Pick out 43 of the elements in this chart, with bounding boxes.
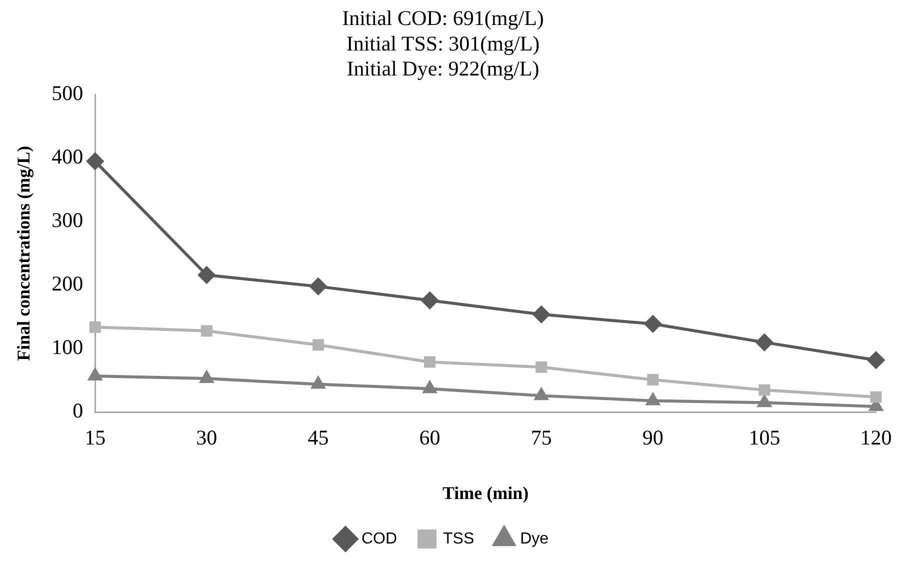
y-tick-label: 0: [72, 398, 84, 423]
y-axis-title: Final concentrations (mg/L): [13, 146, 34, 361]
point: [534, 388, 548, 400]
point: [89, 321, 101, 333]
x-tick-label: 90: [642, 425, 664, 450]
y-tick-label: 300: [52, 208, 84, 232]
point: [532, 306, 550, 323]
point: [423, 381, 436, 394]
point: [756, 334, 773, 351]
point: [536, 361, 548, 373]
y-tick-label: 200: [52, 272, 84, 296]
x-tick-label: 15: [84, 425, 106, 450]
y-tick-label: 500: [52, 81, 84, 106]
x-tick-label: 60: [419, 425, 440, 450]
point: [644, 315, 662, 332]
x-tick-label: 105: [748, 425, 780, 450]
point: [312, 376, 325, 389]
point: [758, 395, 772, 408]
x-tick-label: 45: [308, 425, 329, 450]
point: [200, 371, 214, 384]
point: [868, 352, 884, 369]
x-axis-title: Time (min): [442, 482, 529, 503]
point: [647, 374, 659, 386]
point: [424, 356, 436, 368]
point: [200, 325, 212, 337]
x-tick-label: 30: [196, 425, 218, 450]
legend-label: COD: [361, 530, 397, 548]
point: [870, 391, 882, 403]
point: [312, 339, 324, 351]
y-tick-label: 100: [52, 335, 84, 360]
y-tick-label: 400: [52, 144, 84, 169]
legend-label: TSS: [442, 530, 474, 548]
legend-label: Dye: [520, 530, 549, 548]
point: [758, 384, 770, 396]
point: [86, 152, 104, 170]
chart-title: Initial COD: 691(mg/L) Initial TSS: 301(mg/L) Initial Dye: 922(mg/L): [342, 6, 544, 81]
point: [421, 292, 438, 309]
x-tick-label: 75: [530, 425, 552, 450]
x-tick-label: 120: [860, 425, 892, 450]
point: [198, 266, 216, 284]
point: [646, 393, 660, 406]
point: [310, 278, 327, 295]
point: [88, 368, 102, 380]
